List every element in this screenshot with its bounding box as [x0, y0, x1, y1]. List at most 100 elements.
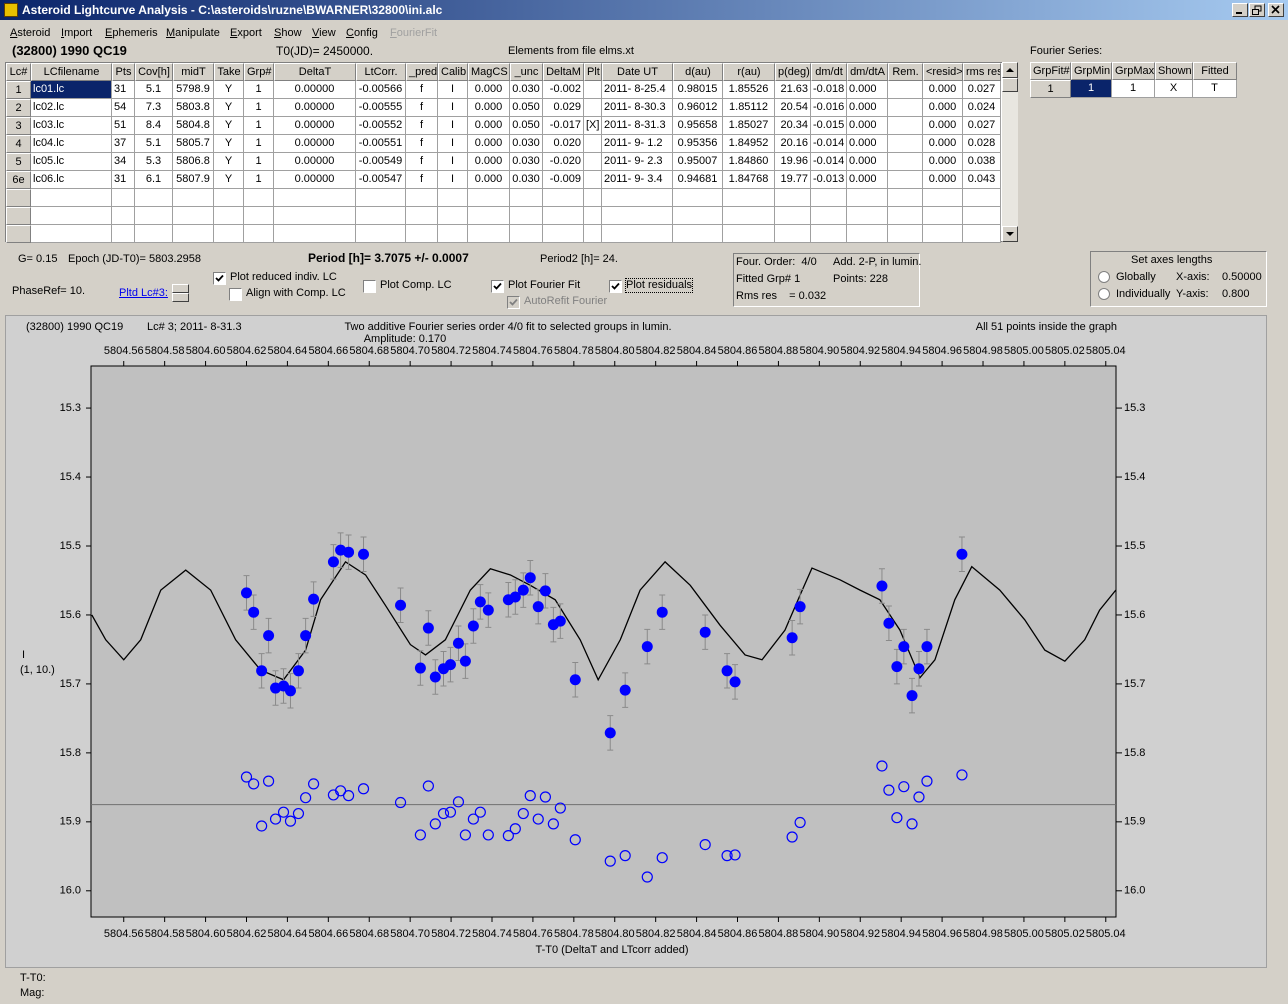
table-cell[interactable]: 0.000: [847, 81, 888, 99]
table-cell[interactable]: 51: [112, 117, 135, 135]
table-cell[interactable]: 34: [112, 153, 135, 171]
table-cell[interactable]: [923, 189, 963, 207]
table-cell[interactable]: 5803.8: [173, 99, 214, 117]
table-cell[interactable]: 5806.8: [173, 153, 214, 171]
table-cell[interactable]: lc04.lc: [31, 135, 112, 153]
table-cell[interactable]: 37: [112, 135, 135, 153]
radio-individually[interactable]: [1098, 288, 1110, 300]
table-cell[interactable]: [775, 189, 811, 207]
table-cell[interactable]: 0.029: [543, 99, 584, 117]
table-cell[interactable]: [274, 207, 356, 225]
table-cell[interactable]: [673, 225, 723, 243]
table-cell[interactable]: 0.96012: [673, 99, 723, 117]
table-cell[interactable]: X: [1155, 80, 1193, 98]
table-cell[interactable]: [847, 207, 888, 225]
table-cell[interactable]: -0.015: [811, 117, 847, 135]
table-cell[interactable]: -0.017: [543, 117, 584, 135]
table-cell[interactable]: 0.000: [847, 171, 888, 189]
radio-globally[interactable]: [1098, 271, 1110, 283]
table-cell[interactable]: f: [406, 171, 438, 189]
table-cell[interactable]: [31, 225, 112, 243]
table-cell[interactable]: [438, 225, 468, 243]
table-cell[interactable]: lc02.lc: [31, 99, 112, 117]
table-cell[interactable]: 1.84768: [723, 171, 775, 189]
table-cell[interactable]: -0.00547: [356, 171, 406, 189]
table-cell[interactable]: [112, 189, 135, 207]
table-cell[interactable]: [438, 189, 468, 207]
table-cell[interactable]: [584, 99, 602, 117]
scroll-thumb[interactable]: [1002, 78, 1018, 92]
table-cell[interactable]: [602, 207, 673, 225]
table-cell[interactable]: [406, 189, 438, 207]
menu-item[interactable]: Config: [346, 27, 378, 39]
table-cell[interactable]: I: [438, 117, 468, 135]
table-cell[interactable]: 0.027: [963, 81, 1001, 99]
table-cell[interactable]: [888, 171, 923, 189]
checkbox[interactable]: [609, 280, 622, 293]
table-cell[interactable]: [543, 189, 584, 207]
checkbox[interactable]: [213, 272, 226, 285]
checkbox[interactable]: [363, 280, 376, 293]
table-cell[interactable]: 19.96: [775, 153, 811, 171]
table-cell[interactable]: Y: [214, 99, 244, 117]
table-cell[interactable]: [888, 153, 923, 171]
scrollbar[interactable]: [1002, 62, 1018, 242]
table-cell[interactable]: [135, 207, 173, 225]
table-cell[interactable]: 31: [112, 171, 135, 189]
menu-item[interactable]: Asteroid: [10, 27, 51, 39]
table-cell[interactable]: 54: [112, 99, 135, 117]
table-cell[interactable]: 0.000: [923, 171, 963, 189]
table-cell[interactable]: 5.1: [135, 81, 173, 99]
table-cell[interactable]: [406, 225, 438, 243]
table-cell[interactable]: 2011- 9- 2.3: [602, 153, 673, 171]
checkbox[interactable]: [491, 280, 504, 293]
spin-up[interactable]: [172, 284, 189, 293]
table-cell[interactable]: [811, 207, 847, 225]
table-cell[interactable]: I: [438, 99, 468, 117]
table-cell[interactable]: 0.030: [510, 135, 543, 153]
table-cell[interactable]: 2011- 8-25.4: [602, 81, 673, 99]
table-cell[interactable]: 7.3: [135, 99, 173, 117]
table-cell[interactable]: 20.34: [775, 117, 811, 135]
table-cell[interactable]: Y: [214, 153, 244, 171]
table-cell[interactable]: 0.000: [923, 99, 963, 117]
table-cell[interactable]: [406, 207, 438, 225]
plotted-lc-link[interactable]: Pltd Lc#3:: [119, 287, 168, 299]
table-cell[interactable]: I: [438, 135, 468, 153]
table-cell[interactable]: Y: [214, 135, 244, 153]
table-cell[interactable]: Y: [214, 171, 244, 189]
table-cell[interactable]: 1: [244, 153, 274, 171]
table-cell[interactable]: 0.00000: [274, 135, 356, 153]
table-cell[interactable]: 1: [244, 171, 274, 189]
restore-button[interactable]: [1249, 3, 1265, 17]
table-cell[interactable]: -0.00552: [356, 117, 406, 135]
table-cell[interactable]: [112, 225, 135, 243]
table-cell[interactable]: 6.1: [135, 171, 173, 189]
table-cell[interactable]: [438, 207, 468, 225]
table-cell[interactable]: [888, 189, 923, 207]
table-cell[interactable]: [775, 207, 811, 225]
table-cell[interactable]: 1.85112: [723, 99, 775, 117]
table-cell[interactable]: -0.00549: [356, 153, 406, 171]
table-cell[interactable]: f: [406, 81, 438, 99]
table-cell[interactable]: I: [438, 81, 468, 99]
table-cell[interactable]: [135, 225, 173, 243]
table-cell[interactable]: 0.00000: [274, 171, 356, 189]
scroll-down[interactable]: [1002, 226, 1018, 242]
table-cell[interactable]: 0.000: [847, 135, 888, 153]
table-cell[interactable]: [888, 99, 923, 117]
table-cell[interactable]: lc05.lc: [31, 153, 112, 171]
table-cell[interactable]: 0.00000: [274, 153, 356, 171]
table-cell[interactable]: [244, 207, 274, 225]
table-cell[interactable]: [356, 225, 406, 243]
table-cell[interactable]: f: [406, 135, 438, 153]
menu-item[interactable]: View: [312, 27, 336, 39]
table-cell[interactable]: [584, 189, 602, 207]
table-cell[interactable]: [356, 189, 406, 207]
table-cell[interactable]: [811, 189, 847, 207]
table-cell[interactable]: 19.77: [775, 171, 811, 189]
table-cell[interactable]: 0.050: [510, 117, 543, 135]
table-cell[interactable]: [584, 207, 602, 225]
table-cell[interactable]: [888, 135, 923, 153]
table-cell[interactable]: 0.050: [510, 99, 543, 117]
